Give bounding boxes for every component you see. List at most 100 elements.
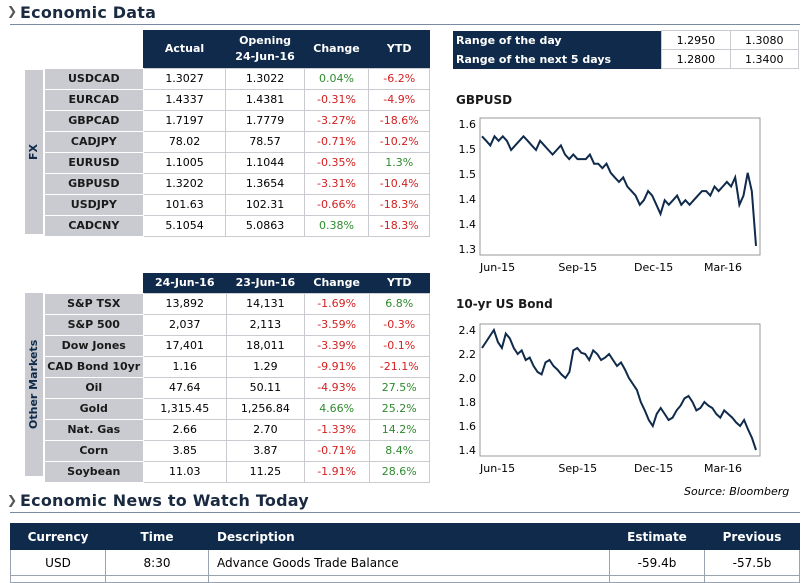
series-line <box>481 327 757 451</box>
fx-row: CADCNY 5.1054 5.0863 0.38% -18.3% <box>44 214 430 237</box>
fx-cell-ytd: 1.3% <box>368 151 430 174</box>
other-cell-ytd: 25.2% <box>368 397 430 420</box>
other-cell-date1: 2,037 <box>142 313 227 336</box>
other-header-ytd: YTD <box>369 273 430 293</box>
fx-row: GBPUSD 1.3202 1.3654 -3.31% -10.4% <box>44 172 430 195</box>
other-cell-change: 4.66% <box>303 397 370 420</box>
fx-header-ytd: YTD <box>368 30 430 68</box>
chart-title-us10: 10-yr US Bond <box>456 297 553 311</box>
other-cell-date2: 3.87 <box>225 439 305 462</box>
fx-row-label: GBPUSD <box>44 172 144 195</box>
other-row: Soybean 11.03 11.25 -1.91% 28.6% <box>44 460 430 483</box>
other-row-label: Soybean <box>44 460 144 483</box>
fx-header-actual: Actual <box>143 30 226 68</box>
range-5days-low: 1.2800 <box>661 49 731 69</box>
y-tick-label: 1.8 <box>459 396 477 409</box>
other-cell-ytd: 14.2% <box>368 418 430 441</box>
x-tick-label: Dec-15 <box>634 261 673 274</box>
fx-cell-change: -0.71% <box>303 130 370 153</box>
other-header-blank <box>45 273 144 293</box>
other-header-date2: 23-Jun-16 <box>226 273 305 293</box>
y-tick-label: 1.6 <box>459 420 477 433</box>
section-divider <box>10 24 800 25</box>
fx-cell-opening: 1.7779 <box>225 109 305 132</box>
other-cell-date2: 14,131 <box>225 292 305 315</box>
other-cell-ytd: -21.1% <box>368 355 430 378</box>
other-cell-date2: 2.70 <box>225 418 305 441</box>
y-tick-label: 2.2 <box>459 348 477 361</box>
fx-cell-ytd: -18.6% <box>368 109 430 132</box>
range-day-label: Range of the day <box>453 30 662 50</box>
other-row: Nat. Gas 2.66 2.70 -1.33% 14.2% <box>44 418 430 441</box>
fx-row: EURCAD 1.4337 1.4381 -0.31% -4.9% <box>44 88 430 111</box>
section-chevron-icon: ❯ <box>7 493 18 507</box>
other-cell-change: -1.33% <box>303 418 370 441</box>
news-header-currency: Currency <box>10 523 106 550</box>
chart-title-gbpusd: GBPUSD <box>456 93 513 107</box>
fx-row-label: CADJPY <box>44 130 144 153</box>
other-row-label: CAD Bond 10yr <box>44 355 144 378</box>
fx-cell-actual: 1.7197 <box>142 109 227 132</box>
fx-cell-actual: 5.1054 <box>142 214 227 237</box>
other-cell-date1: 17,401 <box>142 334 227 357</box>
y-tick-label: 1.3 <box>459 243 477 256</box>
other-cell-date2: 2,113 <box>225 313 305 336</box>
fx-cell-actual: 78.02 <box>142 130 227 153</box>
other-cell-date1: 11.03 <box>142 460 227 483</box>
other-cell-change: -1.91% <box>303 460 370 483</box>
fx-cell-actual: 1.1005 <box>142 151 227 174</box>
x-tick-label: Mar-16 <box>704 462 742 475</box>
chart-frame <box>479 323 761 457</box>
other-cell-change: -0.71% <box>303 439 370 462</box>
other-cell-change: -4.93% <box>303 376 370 399</box>
news-header-previous: Previous <box>704 523 800 550</box>
news-cell-empty <box>609 575 705 583</box>
other-row: S&P TSX 13,892 14,131 -1.69% 6.8% <box>44 292 430 315</box>
fx-header-change: Change <box>304 30 369 68</box>
news-cell-currency: USD <box>10 549 106 576</box>
y-tick-label: 2.0 <box>459 372 477 385</box>
other-row-label: Gold <box>44 397 144 420</box>
other-cell-date2: 11.25 <box>225 460 305 483</box>
fx-cell-opening: 102.31 <box>225 193 305 216</box>
news-cell-time: 8:30 <box>105 549 209 576</box>
fx-row: GBPCAD 1.7197 1.7779 -3.27% -18.6% <box>44 109 430 132</box>
fx-cell-opening: 5.0863 <box>225 214 305 237</box>
other-cell-ytd: -0.3% <box>368 313 430 336</box>
fx-row-label: CADCNY <box>44 214 144 237</box>
fx-cell-actual: 101.63 <box>142 193 227 216</box>
other-row: S&P 500 2,037 2,113 -3.59% -0.3% <box>44 313 430 336</box>
x-tick-label: Sep-15 <box>558 261 597 274</box>
other-cell-ytd: 28.6% <box>368 460 430 483</box>
fx-cell-opening: 78.57 <box>225 130 305 153</box>
other-cell-date1: 47.64 <box>142 376 227 399</box>
y-tick-label: 1.4 <box>459 444 477 457</box>
fx-cell-opening: 1.3654 <box>225 172 305 195</box>
fx-table: Actual Opening 24-Jun-16 Change YTD USDC… <box>44 30 430 237</box>
news-cell-empty <box>704 575 800 583</box>
other-cell-date2: 1.29 <box>225 355 305 378</box>
fx-cell-opening: 1.3022 <box>225 67 305 90</box>
other-cell-date2: 50.11 <box>225 376 305 399</box>
fx-row-label: GBPCAD <box>44 109 144 132</box>
fx-header-opening: Opening 24-Jun-16 <box>225 30 305 68</box>
series-line <box>481 134 757 246</box>
x-tick-label: Dec-15 <box>634 462 673 475</box>
other-row-label: Corn <box>44 439 144 462</box>
section-title-news: Economic News to Watch Today <box>20 491 309 510</box>
other-cell-date1: 13,892 <box>142 292 227 315</box>
fx-row: USDJPY 101.63 102.31 -0.66% -18.3% <box>44 193 430 216</box>
fx-cell-ytd: -6.2% <box>368 67 430 90</box>
fx-cell-ytd: -18.3% <box>368 193 430 216</box>
other-row: Gold 1,315.45 1,256.84 4.66% 25.2% <box>44 397 430 420</box>
fx-cell-actual: 1.4337 <box>142 88 227 111</box>
news-table: Currency Time Description Estimate Previ… <box>10 523 800 583</box>
y-tick-label: 1.6 <box>459 118 477 131</box>
other-markets-table: 24-Jun-16 23-Jun-16 Change YTD S&P TSX 13… <box>44 273 430 483</box>
other-row-label: Nat. Gas <box>44 418 144 441</box>
x-tick-label: Jun-15 <box>479 261 515 274</box>
section-divider <box>10 512 800 513</box>
section-chevron-icon: ❯ <box>7 4 18 18</box>
range-5days-high: 1.3400 <box>729 49 800 69</box>
